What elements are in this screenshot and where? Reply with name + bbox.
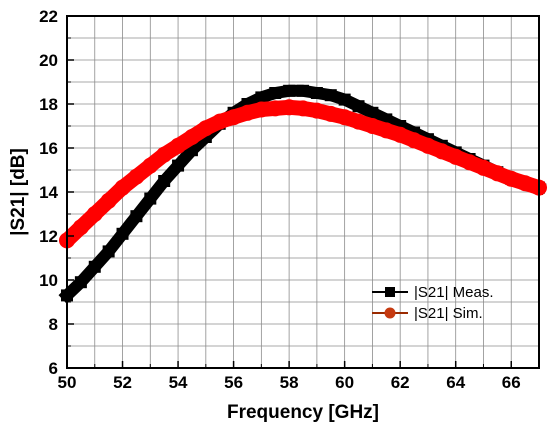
data-point-meas <box>102 245 115 258</box>
x-tick-label: 58 <box>280 373 299 392</box>
data-point-sim <box>503 170 520 187</box>
series-sim <box>59 99 547 249</box>
data-point-sim <box>461 154 478 171</box>
data-point-meas <box>352 100 365 113</box>
data-point-sim <box>350 113 367 130</box>
data-point-meas <box>283 84 296 97</box>
legend-label-meas: |S21| Meas. <box>414 284 494 301</box>
data-point-meas <box>88 260 101 273</box>
data-point-sim <box>295 100 311 117</box>
data-point-sim <box>378 122 395 139</box>
series-line <box>58 84 547 304</box>
data-point-meas <box>158 175 171 187</box>
data-point-meas <box>338 93 351 106</box>
data-point-sim <box>114 179 131 196</box>
x-tick-label: 54 <box>169 373 188 392</box>
data-point-sim <box>128 168 145 185</box>
series-layer <box>58 84 547 304</box>
data-point-meas <box>130 210 143 223</box>
x-tick-label: 64 <box>446 373 465 392</box>
data-point-meas <box>324 89 337 102</box>
data-point-sim <box>489 165 506 182</box>
y-tick-label: 20 <box>39 51 58 70</box>
data-point-sim <box>156 146 173 163</box>
y-tick-label: 16 <box>39 139 58 158</box>
data-point-sim <box>447 148 464 165</box>
x-tick-label: 56 <box>224 373 243 392</box>
x-tick-label: 60 <box>335 373 354 392</box>
data-point-sim <box>308 102 325 119</box>
data-point-meas <box>144 192 157 205</box>
data-point-sim <box>475 159 492 176</box>
data-point-meas <box>255 91 268 104</box>
data-point-sim <box>364 118 381 134</box>
data-point-sim <box>183 129 200 145</box>
data-point-sim <box>267 100 284 117</box>
data-point-sim <box>225 109 242 126</box>
legend: |S21| Meas. |S21| Sim. <box>372 284 494 322</box>
y-tick-label: 8 <box>49 315 58 334</box>
data-point-sim <box>170 137 187 154</box>
legend-marker-sim <box>384 307 396 319</box>
x-tick-label: 62 <box>391 373 410 392</box>
data-point-meas <box>366 106 379 119</box>
data-point-sim <box>281 99 298 116</box>
data-point-sim <box>211 113 228 130</box>
x-tick-label: 52 <box>113 373 132 392</box>
legend-label-sim: |S21| Sim. <box>414 305 483 322</box>
legend-marker-meas <box>385 287 395 297</box>
data-point-meas <box>297 84 309 97</box>
data-point-sim <box>86 206 103 222</box>
y-tick-label: 10 <box>39 271 58 290</box>
x-axis-title: Frequency [GHz] <box>227 402 379 423</box>
data-point-sim <box>336 109 353 126</box>
x-tick-label: 66 <box>502 373 521 392</box>
data-point-sim <box>253 101 270 118</box>
data-point-sim <box>100 192 117 209</box>
data-point-sim <box>72 219 89 236</box>
y-axis-title: |S21| [dB] <box>8 148 29 236</box>
data-point-sim <box>142 157 159 174</box>
y-tick-label: 12 <box>39 227 58 246</box>
data-point-sim <box>322 105 339 122</box>
y-tick-label: 14 <box>39 183 58 202</box>
grid-layer <box>67 16 539 368</box>
data-point-sim <box>406 132 423 149</box>
data-point-meas <box>116 227 129 240</box>
data-point-sim <box>433 143 450 160</box>
data-point-meas <box>74 276 87 289</box>
data-point-sim <box>239 104 256 121</box>
series-meas <box>58 84 547 304</box>
y-tick-label: 6 <box>49 359 58 378</box>
data-point-meas <box>269 87 282 99</box>
data-point-sim <box>419 137 436 154</box>
data-point-sim <box>197 120 214 137</box>
y-tick-label: 18 <box>39 95 58 114</box>
data-point-sim <box>392 126 409 143</box>
y-tick-label: 22 <box>39 7 58 26</box>
data-point-meas <box>310 87 323 99</box>
data-point-sim <box>517 175 534 192</box>
x-tick-label: 50 <box>58 373 77 392</box>
data-point-meas <box>172 159 185 172</box>
